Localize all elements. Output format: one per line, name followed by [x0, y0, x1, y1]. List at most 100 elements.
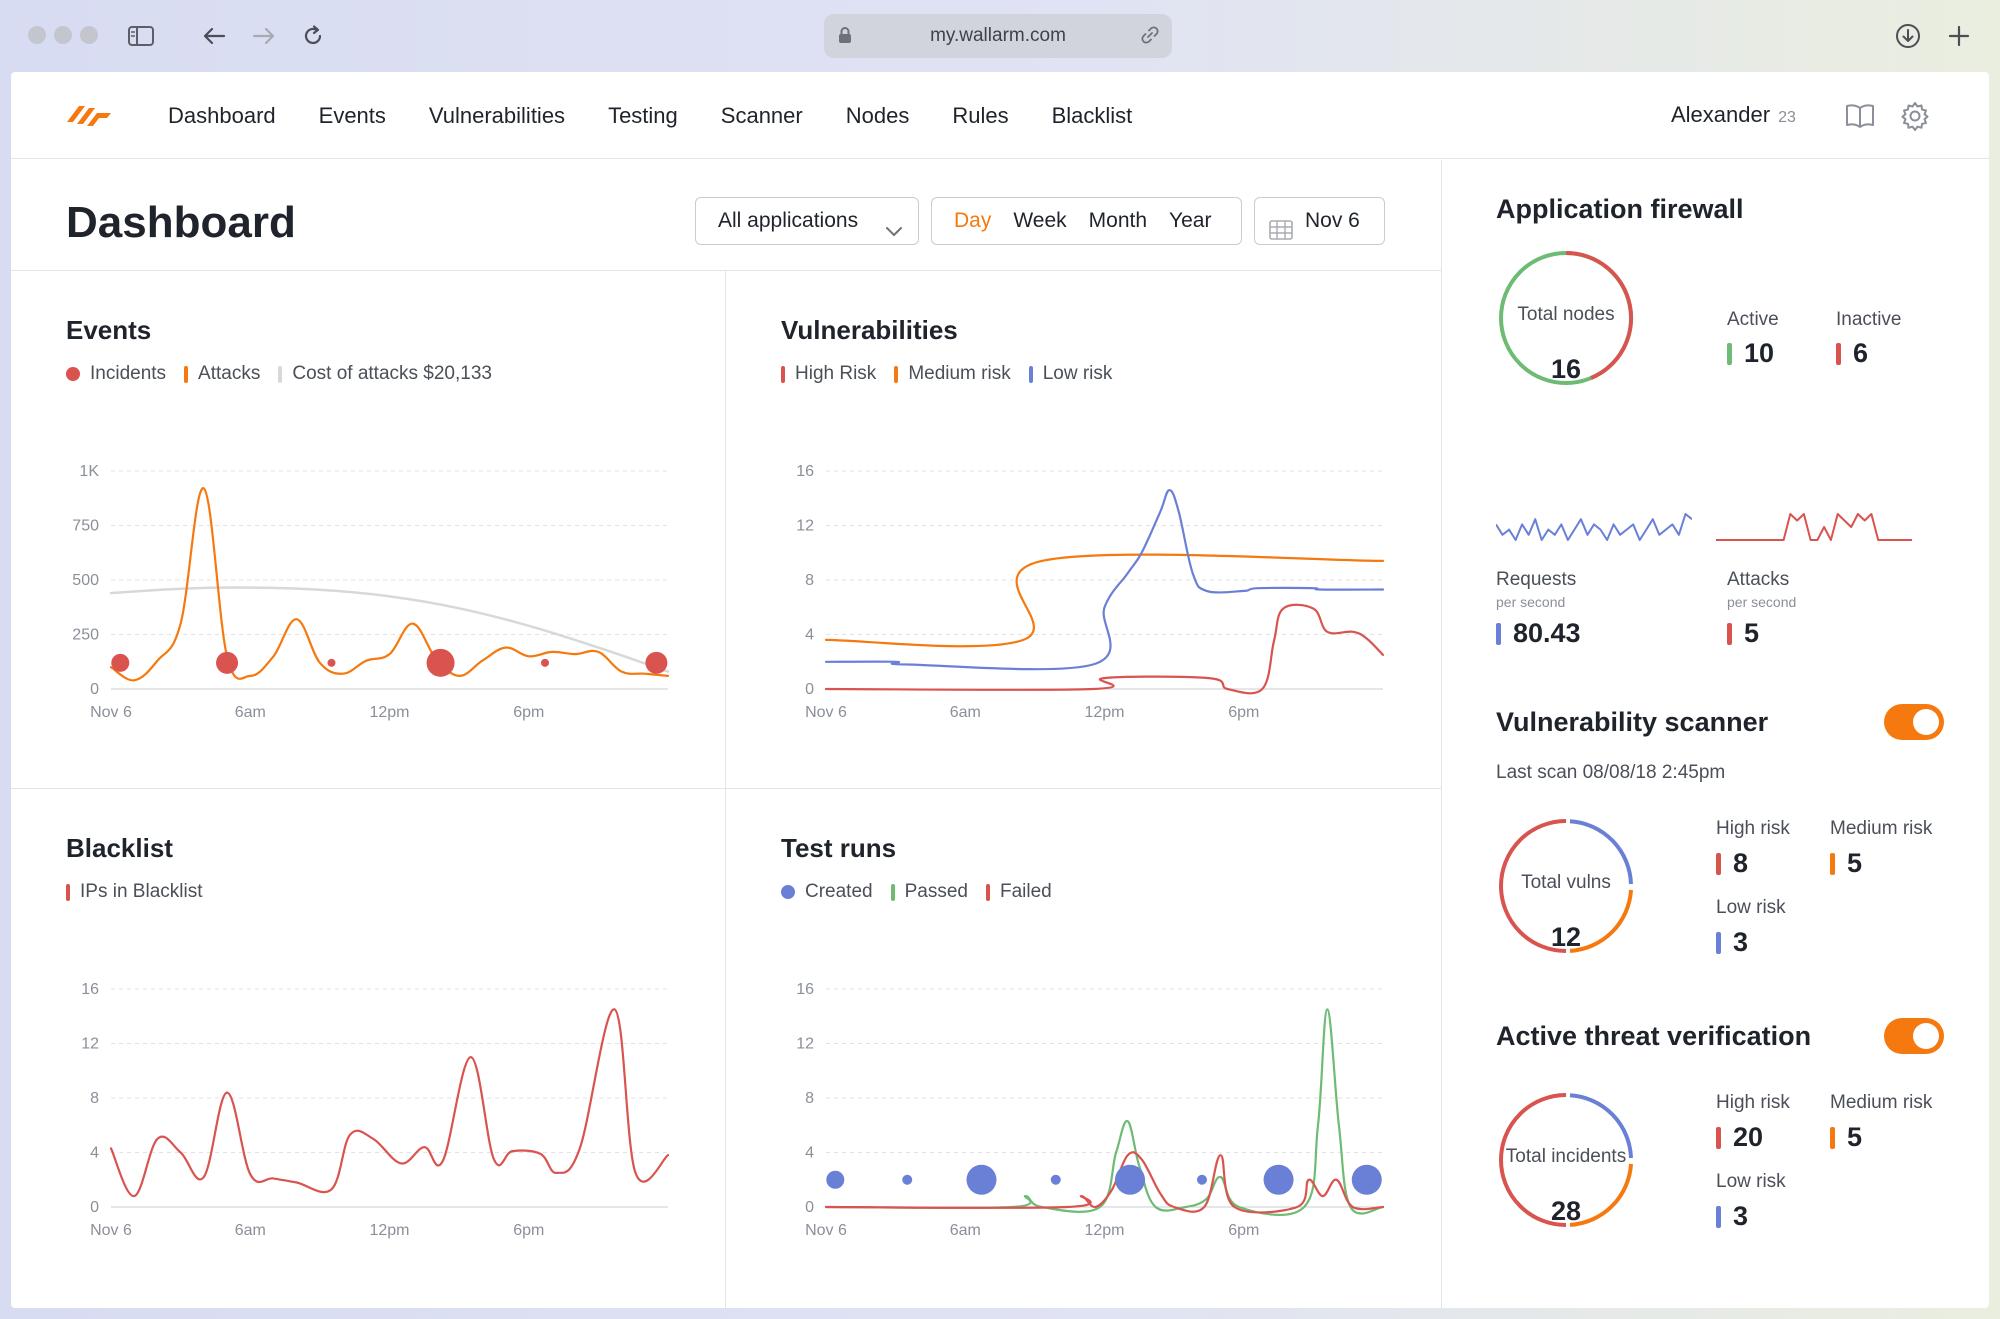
stat-bar: [1496, 622, 1501, 645]
window-minimize-button[interactable]: [54, 26, 72, 44]
stat-bar: [1836, 342, 1841, 365]
legend-medium-risk[interactable]: Medium risk: [894, 363, 1011, 385]
bubble-created[interactable]: [1351, 1164, 1382, 1195]
stat-bar: [1716, 852, 1721, 875]
window-close-button[interactable]: [28, 26, 46, 44]
bubble-incidents[interactable]: [426, 648, 455, 677]
link-icon[interactable]: [1140, 25, 1160, 51]
events-legend: Incidents Attacks Cost of attacks $20,13…: [66, 363, 510, 385]
legend-bar: [184, 365, 189, 383]
bubble-created[interactable]: [966, 1164, 997, 1195]
y-tick-label: 0: [805, 1199, 814, 1216]
divider: [11, 270, 1441, 271]
bubble-created[interactable]: [1115, 1164, 1146, 1195]
series-line-medium-risk: [824, 553, 1385, 648]
legend-incidents[interactable]: Incidents: [66, 363, 166, 385]
legend-attacks[interactable]: Attacks: [184, 363, 260, 385]
bubble-created[interactable]: [826, 1170, 845, 1189]
range-week-button[interactable]: Week: [1013, 209, 1067, 232]
x-tick-label: 6am: [235, 704, 266, 721]
reload-icon[interactable]: [297, 20, 329, 52]
range-month-button[interactable]: Month: [1088, 209, 1148, 232]
vulns-donut: [1499, 819, 1633, 953]
legend-low-risk[interactable]: Low risk: [1028, 363, 1112, 385]
wallarm-logo-icon[interactable]: [65, 102, 115, 135]
settings-gear-icon[interactable]: [1898, 99, 1932, 133]
y-tick-label: 16: [796, 981, 814, 998]
scanner-toggle[interactable]: [1884, 704, 1944, 740]
y-tick-label: 12: [796, 518, 814, 535]
legend-ips[interactable]: IPs in Blacklist: [66, 881, 202, 903]
series-line-ips-in-blacklist: [109, 1008, 670, 1198]
stat-bar: [1830, 852, 1835, 875]
nav-events[interactable]: Events: [318, 102, 386, 128]
bubble-incidents[interactable]: [216, 651, 239, 674]
nav-blacklist[interactable]: Blacklist: [1051, 102, 1133, 128]
download-icon[interactable]: [1892, 20, 1924, 52]
stat-number: 3: [1733, 1201, 1749, 1231]
y-tick-label: 0: [805, 681, 814, 698]
legend-bar: [278, 365, 283, 383]
threat-title: Active threat verification: [1496, 1021, 1812, 1051]
legend-bar: [781, 365, 785, 383]
sparkline-path: [1716, 513, 1912, 541]
bubble-created[interactable]: [1050, 1174, 1061, 1185]
docs-book-icon[interactable]: [1843, 99, 1877, 133]
legend-label: Incidents: [90, 363, 167, 384]
blacklist-legend: IPs in Blacklist: [66, 881, 220, 903]
bubble-incidents[interactable]: [645, 651, 668, 674]
bubble-incidents[interactable]: [540, 658, 549, 667]
series-line-attacks: [109, 487, 670, 682]
threat-medium-label: Medium risk: [1830, 1092, 1933, 1113]
legend-cost[interactable]: Cost of attacks $20,133: [278, 363, 492, 385]
incidents-donut-low-arc: [1569, 1093, 1633, 1159]
legend-label: Cost of attacks $20,133: [292, 363, 492, 384]
address-bar[interactable]: my.wallarm.com: [824, 14, 1172, 58]
attacks-value: 5: [1727, 618, 1759, 649]
application-select[interactable]: All applications: [695, 197, 919, 245]
nav-dashboard[interactable]: Dashboard: [168, 102, 276, 128]
nav-scanner[interactable]: Scanner: [720, 102, 803, 128]
legend-high-risk[interactable]: High Risk: [781, 363, 876, 385]
nodes-donut-value: 16: [1550, 354, 1582, 384]
back-arrow-icon[interactable]: [198, 20, 230, 52]
nav-rules[interactable]: Rules: [952, 102, 1009, 128]
bubble-incidents[interactable]: [327, 658, 336, 667]
date-picker-button[interactable]: Nov 6: [1254, 197, 1385, 245]
sidebar-toggle-icon[interactable]: [125, 20, 157, 52]
x-tick-label: 6pm: [1228, 1222, 1259, 1239]
forward-arrow-icon[interactable]: [248, 20, 280, 52]
bubble-created[interactable]: [1196, 1174, 1207, 1185]
bubble-incidents[interactable]: [111, 653, 130, 672]
stat-bar: [1716, 1205, 1721, 1228]
new-tab-plus-icon[interactable]: [1943, 20, 1975, 52]
dashboard-main: Dashboard All applications Day Week Mont…: [11, 160, 1441, 1308]
last-scan-text: Last scan 08/08/18 2:45pm: [1496, 762, 1726, 783]
nav-vulnerabilities[interactable]: Vulnerabilities: [428, 102, 566, 128]
bubble-created[interactable]: [902, 1174, 913, 1185]
threat-medium-value: 5: [1830, 1122, 1862, 1153]
y-tick-label: 16: [81, 981, 99, 998]
y-tick-label: 8: [805, 1090, 814, 1107]
y-tick-label: 8: [805, 572, 814, 589]
vulns-donut-low-arc: [1569, 819, 1633, 885]
inactive-nodes-label: Inactive: [1836, 309, 1902, 330]
user-menu[interactable]: Alexander 23: [1671, 102, 1796, 128]
vulnerabilities-title: Vulnerabilities: [781, 315, 958, 345]
bubble-created[interactable]: [1263, 1164, 1294, 1195]
url-text: my.wallarm.com: [930, 25, 1066, 46]
nav-testing[interactable]: Testing: [608, 102, 678, 128]
threat-high-label: High risk: [1716, 1092, 1790, 1113]
legend-created[interactable]: Created: [781, 881, 873, 903]
range-day-button[interactable]: Day: [954, 209, 992, 232]
stat-number: 6: [1853, 338, 1869, 368]
threat-verification-toggle[interactable]: [1884, 1018, 1944, 1054]
window-zoom-button[interactable]: [80, 26, 98, 44]
toggle-knob: [1913, 709, 1939, 735]
stat-bar: [1727, 622, 1732, 645]
nodes-donut-label: Total nodes: [1517, 304, 1615, 325]
legend-passed[interactable]: Passed: [890, 881, 968, 903]
range-year-button[interactable]: Year: [1169, 209, 1212, 232]
nav-nodes[interactable]: Nodes: [845, 102, 910, 128]
legend-failed[interactable]: Failed: [985, 881, 1052, 903]
